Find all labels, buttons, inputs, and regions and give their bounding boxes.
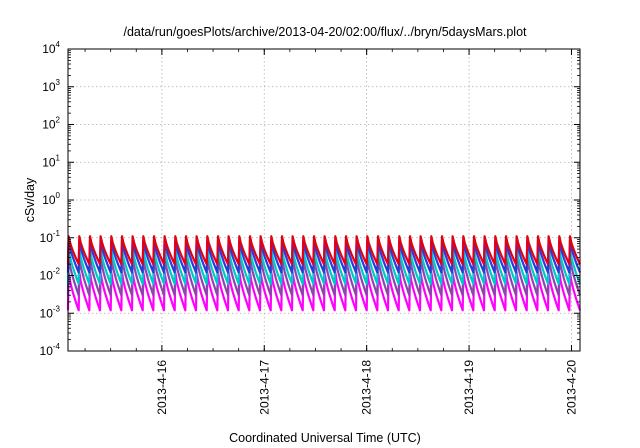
x-tick-label: 2013-4-18	[360, 360, 374, 415]
series-line	[66, 271, 582, 312]
y-tick-labels: 10-4 10-3 10-2 10-1 100 101 102 103 104	[40, 40, 61, 358]
x-tick-label: 2013-4-16	[155, 360, 169, 415]
y-tick-label: 100	[42, 191, 60, 207]
y-tick-label: 10-4	[40, 342, 61, 358]
y-tick-label: 10-1	[40, 229, 61, 245]
y-tick-label: 103	[42, 78, 60, 94]
y-tick-label: 102	[42, 116, 60, 132]
series-line	[66, 248, 582, 285]
x-tick-label: 2013-4-17	[257, 360, 271, 415]
y-tick-label: 104	[42, 40, 60, 56]
y-tick-label: 10-3	[40, 304, 61, 320]
x-tick-label: 2013-4-19	[462, 360, 476, 415]
series-line	[66, 235, 581, 266]
ticks	[68, 48, 580, 352]
y-tick-label: 101	[42, 153, 60, 169]
series-layer	[66, 235, 582, 312]
x-axis-label: Coordinated Universal Time (UTC)	[229, 431, 421, 445]
x-tick-labels: 2013-4-16 2013-4-17 2013-4-18 2013-4-19 2013…	[155, 360, 579, 415]
series-line	[66, 256, 582, 297]
series-line	[66, 239, 582, 274]
y-tick-label: 10-2	[40, 267, 61, 283]
y-axis-label: cSv/day	[23, 177, 37, 222]
x-tick-label: 2013-4-20	[564, 360, 578, 415]
chart-title: /data/run/goesPlots/archive/2013-04-20/0…	[123, 25, 527, 39]
